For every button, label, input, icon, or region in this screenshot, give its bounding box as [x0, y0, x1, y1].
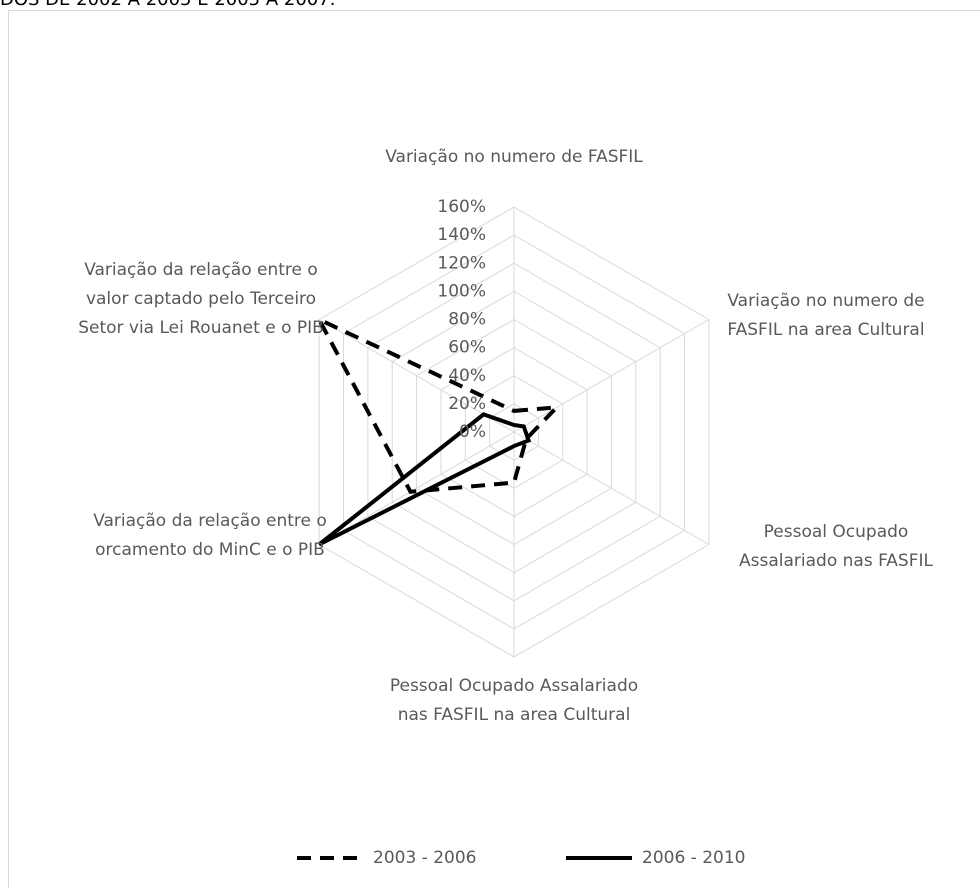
series-line — [314, 315, 562, 494]
category-label: Variação da relação entre o orcamento do… — [93, 511, 327, 560]
category-label: Variação no numero de FASFIL na area Cul… — [727, 291, 925, 340]
y-tick-label: 20% — [448, 394, 486, 414]
legend-label: 2006 - 2010 — [642, 848, 745, 868]
y-tick-label: 140% — [437, 225, 486, 245]
y-tick-label: 40% — [448, 366, 486, 386]
y-tick-label: 80% — [448, 310, 486, 330]
spoke — [318, 319, 515, 433]
series-line — [317, 412, 532, 547]
y-tick-label: 120% — [437, 253, 486, 273]
y-tick-label: 0% — [459, 422, 486, 442]
spoke — [513, 431, 710, 545]
spoke — [318, 431, 515, 545]
category-label: Variação no numero de FASFIL — [385, 147, 643, 167]
y-tick-label: 160% — [437, 197, 486, 217]
y-tick-label: 60% — [448, 338, 486, 358]
category-label: Pessoal Ocupado Assalariado nas FASFIL — [739, 522, 933, 571]
spoke — [513, 319, 710, 433]
chart-frame — [8, 10, 980, 888]
category-label: Variação da relação entre o valor captad… — [78, 260, 324, 338]
category-label: Pessoal Ocupado Assalariado nas FASFIL n… — [389, 676, 639, 725]
chart-title: DOS DE 2002 A 2005 E 2005 A 2007. — [0, 0, 335, 10]
legend-label: 2003 - 2006 — [373, 848, 476, 868]
y-tick-label: 100% — [437, 281, 486, 301]
